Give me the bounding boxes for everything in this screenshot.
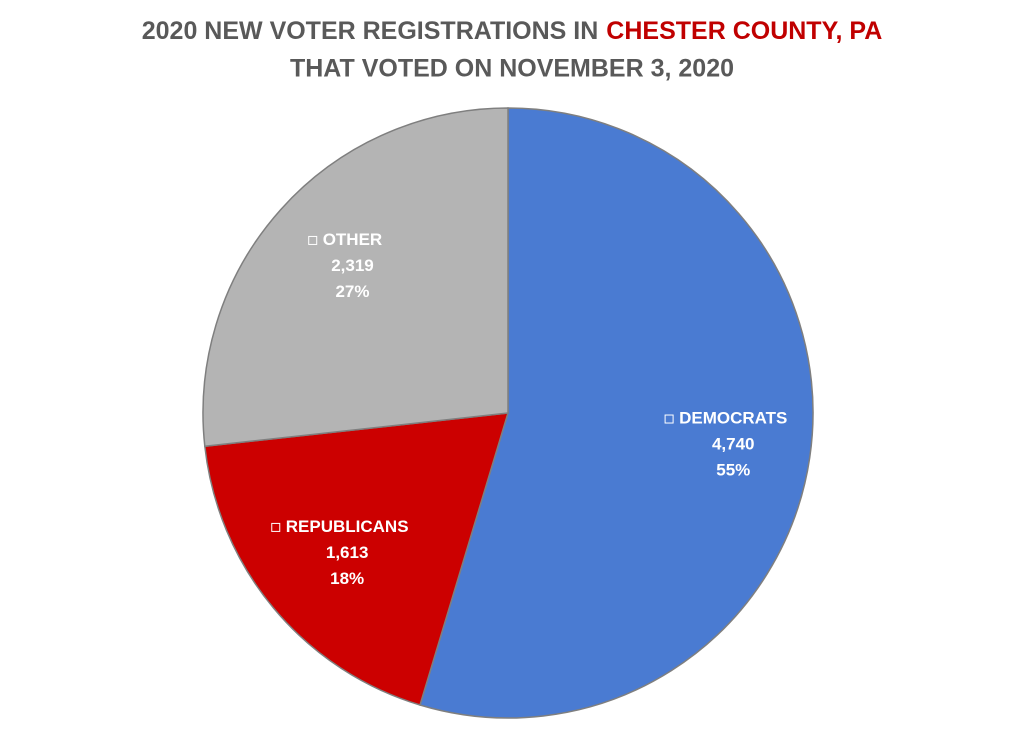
legend-key <box>664 414 674 424</box>
pie-slice <box>202 107 509 448</box>
slice-label-name: REPUBLICANS <box>286 517 409 536</box>
slice-label-name: OTHER <box>323 230 383 249</box>
slice-label-name: DEMOCRATS <box>679 409 787 428</box>
pie-slice <box>203 412 510 706</box>
chart-subtitle: THAT VOTED ON NOVEMBER 3, 2020 <box>290 55 734 83</box>
legend-key <box>271 522 281 532</box>
pie-slice <box>419 107 814 719</box>
slice-label-percent: 55% <box>716 461 750 480</box>
slice-label-value: 1,613 <box>326 543 369 562</box>
slice-label-percent: 18% <box>330 569 364 588</box>
slice-label-percent: 27% <box>335 282 369 301</box>
legend-key <box>308 235 318 245</box>
title-highlight: CHESTER COUNTY, PA <box>606 17 882 45</box>
slice-label-value: 2,319 <box>331 256 374 275</box>
chart-title: 2020 NEW VOTER REGISTRATIONS IN CHESTER C… <box>142 17 883 45</box>
slice-label-value: 4,740 <box>712 435 755 454</box>
title-lead: 2020 NEW VOTER REGISTRATIONS IN <box>142 17 599 45</box>
